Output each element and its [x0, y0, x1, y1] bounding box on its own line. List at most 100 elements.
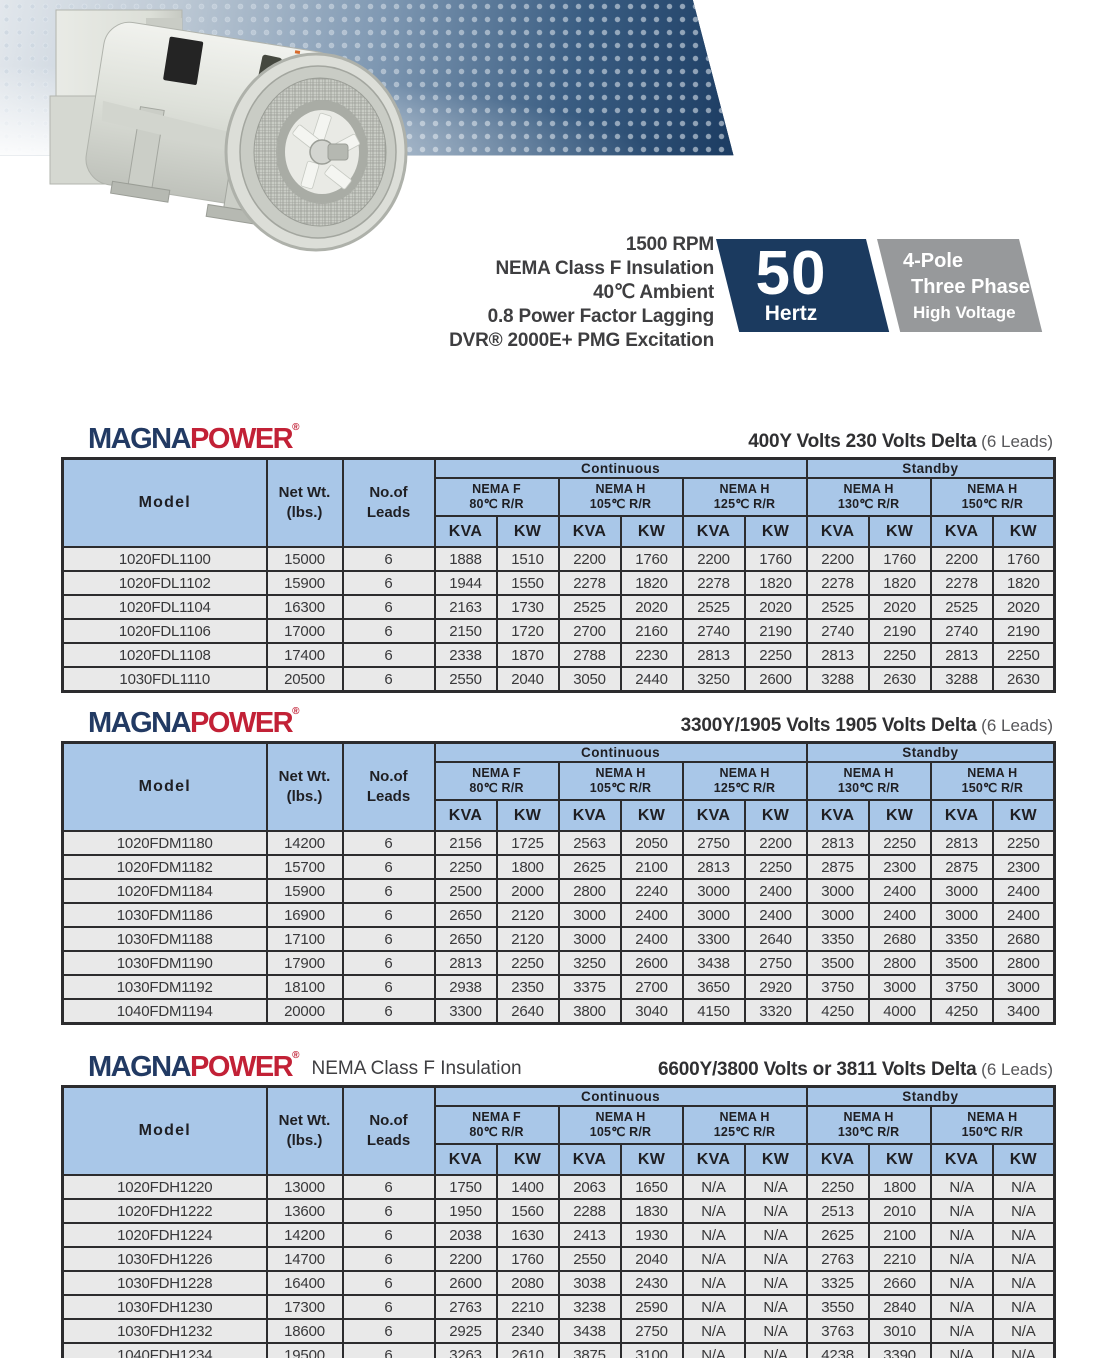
col-header-leads: No.of Leads: [341, 457, 436, 548]
value-cell: N/A: [681, 1198, 746, 1224]
table-row: 1020FDM1180 14200 6 2156 1725 2563 2050 2750 220…: [61, 830, 1056, 856]
value-cell: 2840: [867, 1294, 932, 1320]
value-cell: N/A: [681, 1270, 746, 1296]
value-cell: 1720: [495, 618, 560, 644]
value-cell: 2100: [619, 854, 684, 880]
col-header-kva: KVA: [805, 515, 870, 548]
value-cell: 2278: [681, 570, 746, 596]
value-cell: 3875: [557, 1342, 622, 1358]
value-cell: 2430: [619, 1270, 684, 1296]
col-header-kw: KW: [867, 515, 932, 548]
section-header: MAGNAPOWER® NEMA Class F Insulation 6600…: [61, 1037, 1053, 1085]
col-header-nema-class: NEMA H 130℃ R/R: [805, 477, 932, 517]
value-cell: 2100: [867, 1222, 932, 1248]
value-cell: 13000: [265, 1174, 344, 1200]
model-cell: 1020FDM1184: [61, 878, 268, 904]
value-cell: N/A: [743, 1342, 808, 1358]
value-cell: 3400: [991, 998, 1056, 1025]
value-cell: 2813: [681, 854, 746, 880]
col-header-nema-class: NEMA H 150℃ R/R: [929, 761, 1056, 801]
col-header-kw: KW: [867, 1143, 932, 1176]
pole-badge: 4-Pole Three Phase High Voltage: [877, 239, 1043, 332]
value-cell: 1750: [433, 1174, 498, 1200]
value-cell: 2250: [495, 950, 560, 976]
value-cell: 2700: [619, 974, 684, 1000]
table-row: 1020FDM1182 15700 6 2250 1800 2625 2100 2813 225…: [61, 854, 1056, 880]
value-cell: N/A: [929, 1270, 994, 1296]
value-cell: N/A: [991, 1198, 1056, 1224]
value-cell: 3000: [929, 878, 994, 904]
table-row: 1030FDM1192 18100 6 2938 2350 3375 2700 3650 292…: [61, 974, 1056, 1000]
model-cell: 1020FDL1106: [61, 618, 268, 644]
value-cell: 2020: [991, 594, 1056, 620]
col-header-kw: KW: [743, 515, 808, 548]
value-cell: 2610: [495, 1342, 560, 1358]
value-cell: 1630: [495, 1222, 560, 1248]
value-cell: 1820: [867, 570, 932, 596]
value-cell: 2200: [681, 546, 746, 572]
value-cell: N/A: [929, 1294, 994, 1320]
value-cell: 4250: [805, 998, 870, 1025]
table-row: 1020FDH1224 14200 6 2038 1630 2413 1930 N/A N/A 2…: [61, 1222, 1056, 1248]
value-cell: 2288: [557, 1198, 622, 1224]
value-cell: 1870: [495, 642, 560, 668]
table-row: 1040FDM1194 20000 6 3300 2640 3800 3040 4150 332…: [61, 998, 1056, 1025]
value-cell: 6: [341, 1294, 436, 1320]
value-cell: 3300: [681, 926, 746, 952]
value-cell: 1820: [991, 570, 1056, 596]
col-header-kva: KVA: [805, 1143, 870, 1176]
table-row: 1030FDH1228 16400 6 2600 2080 3038 2430 N/A N/A 3…: [61, 1270, 1056, 1296]
value-cell: 2400: [743, 878, 808, 904]
value-cell: 3750: [929, 974, 994, 1000]
col-header-kva: KVA: [557, 1143, 622, 1176]
table-section-3300v: MAGNAPOWER® 3300Y/1905 Volts 1905 Volts …: [61, 697, 1057, 1025]
value-cell: 2625: [557, 854, 622, 880]
value-cell: 2210: [495, 1294, 560, 1320]
value-cell: 2875: [805, 854, 870, 880]
table-row: 1020FDL1100 15000 6 1888 1510 2200 1760 2200 176…: [61, 546, 1056, 572]
value-cell: 2278: [929, 570, 994, 596]
value-cell: 19500: [265, 1342, 344, 1358]
value-cell: 2525: [929, 594, 994, 620]
value-cell: 2740: [681, 618, 746, 644]
value-cell: 3000: [929, 902, 994, 928]
col-header-kva: KVA: [929, 1143, 994, 1176]
col-header-kva: KVA: [681, 799, 746, 832]
value-cell: N/A: [743, 1270, 808, 1296]
value-cell: 2813: [681, 642, 746, 668]
value-cell: 2800: [991, 950, 1056, 976]
value-cell: 1760: [495, 1246, 560, 1272]
value-cell: N/A: [681, 1222, 746, 1248]
col-header-leads: No.of Leads: [341, 741, 436, 832]
value-cell: 2250: [433, 854, 498, 880]
value-cell: 2200: [557, 546, 622, 572]
value-cell: 2525: [557, 594, 622, 620]
col-header-net-weight: Net Wt. (lbs.): [265, 457, 344, 548]
value-cell: 2920: [743, 974, 808, 1000]
value-cell: 2120: [495, 902, 560, 928]
value-cell: 2250: [867, 642, 932, 668]
col-header-continuous: Continuous: [433, 741, 808, 763]
table-row: 1020FDL1108 17400 6 2338 1870 2788 2230 2813 225…: [61, 642, 1056, 668]
col-header-nema-class: NEMA H 125℃ R/R: [681, 477, 808, 517]
col-header-kva: KVA: [557, 799, 622, 832]
registered-mark: ®: [292, 422, 300, 433]
spec-line: NEMA Class F Insulation: [495, 258, 714, 279]
col-header-nema-class: NEMA H 105℃ R/R: [557, 477, 684, 517]
value-cell: 2740: [929, 618, 994, 644]
value-cell: 1730: [495, 594, 560, 620]
value-cell: 2200: [805, 546, 870, 572]
section-header: MAGNAPOWER® 400Y Volts 230 Volts Delta (…: [61, 413, 1053, 457]
value-cell: 3238: [557, 1294, 622, 1320]
value-cell: 6: [341, 974, 436, 1000]
value-cell: 1800: [495, 854, 560, 880]
value-cell: 2813: [805, 642, 870, 668]
value-cell: 1820: [743, 570, 808, 596]
spec-line: 0.8 Power Factor Lagging: [487, 306, 715, 327]
value-cell: 2020: [619, 594, 684, 620]
value-cell: 3300: [433, 998, 498, 1025]
value-cell: 2640: [743, 926, 808, 952]
value-cell: 3375: [557, 974, 622, 1000]
value-cell: 2550: [557, 1246, 622, 1272]
table-row: 1020FDL1102 15900 6 1944 1550 2278 1820 2278 182…: [61, 570, 1056, 596]
